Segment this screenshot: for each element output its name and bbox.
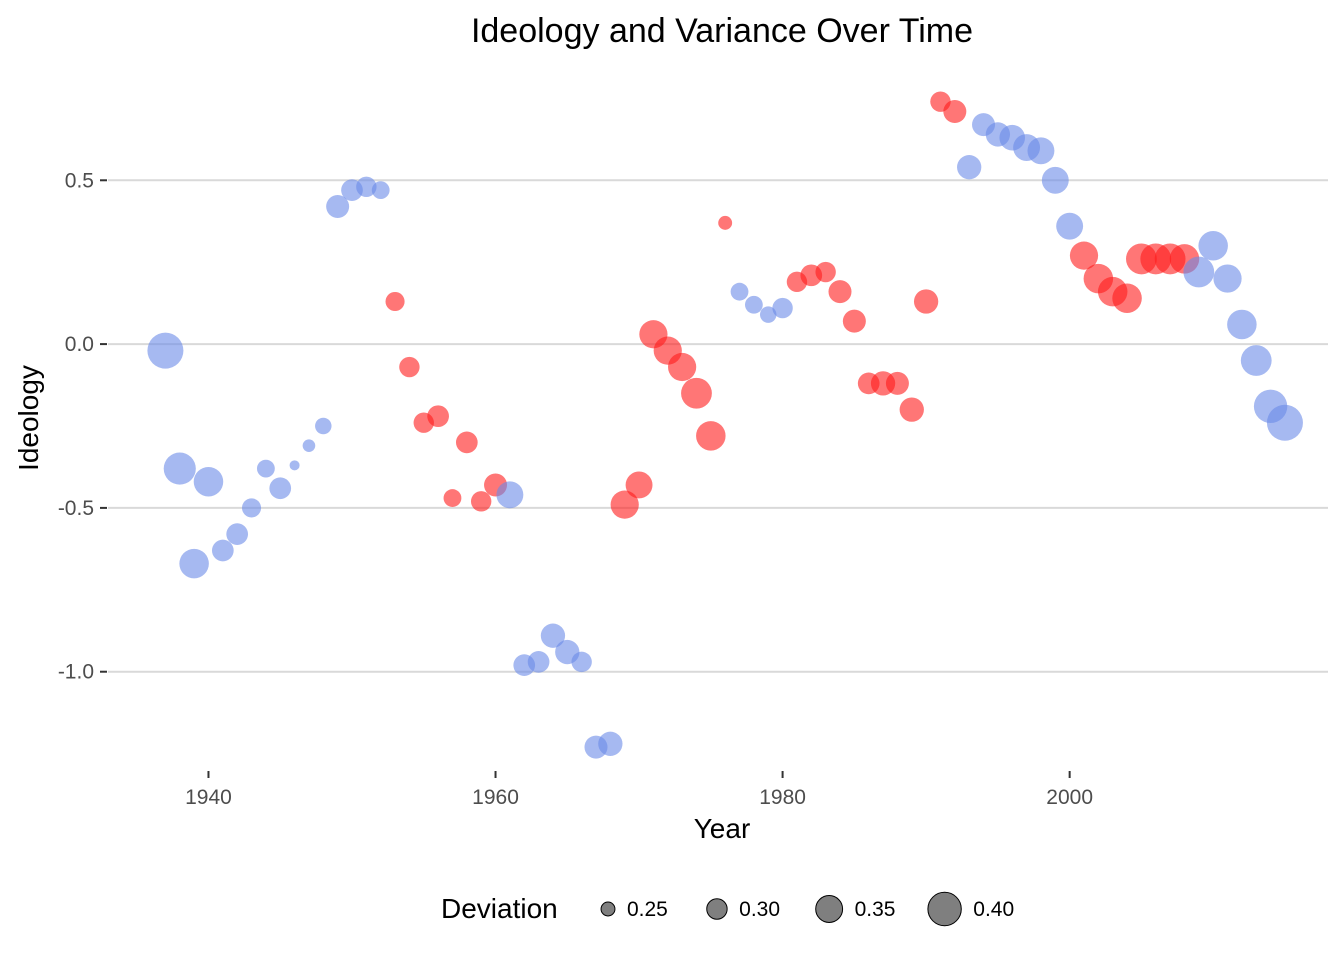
data-point-red bbox=[899, 397, 924, 422]
data-point-red bbox=[815, 261, 836, 283]
legend-size-key bbox=[600, 901, 616, 917]
data-point-blue bbox=[1056, 212, 1084, 240]
data-point-blue bbox=[302, 439, 316, 452]
data-point-blue bbox=[315, 417, 332, 435]
x-axis: 1940 1960 1980 2000 bbox=[185, 771, 1093, 809]
data-point-blue bbox=[1183, 256, 1215, 288]
data-point-blue bbox=[1213, 264, 1242, 293]
data-point-red bbox=[668, 352, 697, 382]
data-point-blue bbox=[289, 460, 300, 471]
data-point-blue bbox=[269, 477, 292, 500]
data-point-blue bbox=[226, 523, 249, 545]
data-point-blue bbox=[163, 452, 196, 485]
data-point-blue bbox=[371, 181, 390, 200]
data-point-blue bbox=[598, 731, 623, 756]
data-point-blue bbox=[211, 539, 234, 562]
data-point-blue bbox=[1240, 345, 1272, 376]
data-point-red bbox=[625, 471, 653, 499]
data-point-blue bbox=[147, 332, 184, 369]
data-point-red bbox=[427, 405, 449, 428]
y-tick-label: -1.0 bbox=[58, 661, 94, 684]
y-axis: -1.0 -0.5 0.0 0.5 bbox=[58, 169, 107, 684]
y-tick-label: -0.5 bbox=[58, 497, 94, 520]
data-point-blue bbox=[1266, 404, 1303, 441]
data-point-blue bbox=[496, 481, 524, 509]
data-point-red bbox=[455, 431, 478, 454]
data-point-blue bbox=[1227, 309, 1257, 340]
data-point-red bbox=[913, 289, 939, 314]
data-point-red bbox=[681, 377, 712, 409]
legend-label: 0.40 bbox=[973, 898, 1014, 921]
x-axis-title: Year bbox=[694, 813, 751, 844]
legend-size-key bbox=[706, 898, 728, 920]
legend-size-key bbox=[815, 895, 844, 923]
data-point-red bbox=[718, 215, 733, 230]
data-point-blue bbox=[356, 176, 377, 198]
size-legend: Deviation 0.25 0.30 0.35 0.40 bbox=[441, 891, 1014, 927]
legend-title: Deviation bbox=[441, 893, 558, 924]
data-point-blue bbox=[179, 548, 209, 579]
x-tick-label: 1980 bbox=[759, 786, 806, 809]
y-tick-label: 0.0 bbox=[65, 333, 94, 356]
data-point-blue bbox=[326, 194, 350, 218]
legend-label: 0.35 bbox=[855, 898, 896, 921]
data-point-red bbox=[443, 489, 462, 507]
grid-lines bbox=[108, 179, 1328, 673]
data-point-blue bbox=[744, 295, 763, 314]
data-point-red bbox=[610, 490, 639, 519]
data-point-red bbox=[943, 99, 967, 123]
legend-size-key bbox=[927, 891, 962, 927]
x-tick-label: 2000 bbox=[1046, 786, 1093, 809]
data-point-blue bbox=[540, 623, 566, 648]
data-point-red bbox=[399, 356, 420, 378]
data-point-red bbox=[885, 371, 909, 395]
y-tick-label: 0.5 bbox=[65, 169, 94, 192]
data-point-red bbox=[1112, 283, 1142, 313]
data-point-red bbox=[696, 421, 726, 451]
legend-label: 0.25 bbox=[627, 898, 668, 921]
data-point-red bbox=[842, 309, 866, 333]
legend-label: 0.30 bbox=[739, 898, 780, 921]
data-point-blue bbox=[571, 651, 592, 673]
data-point-blue bbox=[193, 466, 224, 497]
data-point-blue bbox=[527, 651, 550, 673]
x-tick-label: 1940 bbox=[185, 786, 232, 809]
y-axis-title: Ideology bbox=[13, 365, 44, 471]
data-point-blue bbox=[759, 306, 777, 323]
data-point-red bbox=[470, 491, 492, 512]
data-point-blue bbox=[1027, 137, 1055, 165]
data-point-blue bbox=[241, 498, 262, 518]
data-point-blue bbox=[256, 459, 275, 478]
data-point-red bbox=[1069, 241, 1099, 270]
data-point-blue bbox=[1198, 231, 1228, 261]
x-tick-label: 1960 bbox=[472, 786, 519, 809]
data-points bbox=[147, 91, 1303, 759]
data-point-red bbox=[828, 280, 852, 304]
data-point-blue bbox=[1041, 166, 1069, 194]
data-point-red bbox=[385, 291, 405, 312]
data-point-blue bbox=[957, 155, 982, 180]
chart-title: Ideology and Variance Over Time bbox=[471, 12, 973, 50]
data-point-blue bbox=[730, 282, 749, 301]
data-point-blue bbox=[772, 297, 793, 319]
